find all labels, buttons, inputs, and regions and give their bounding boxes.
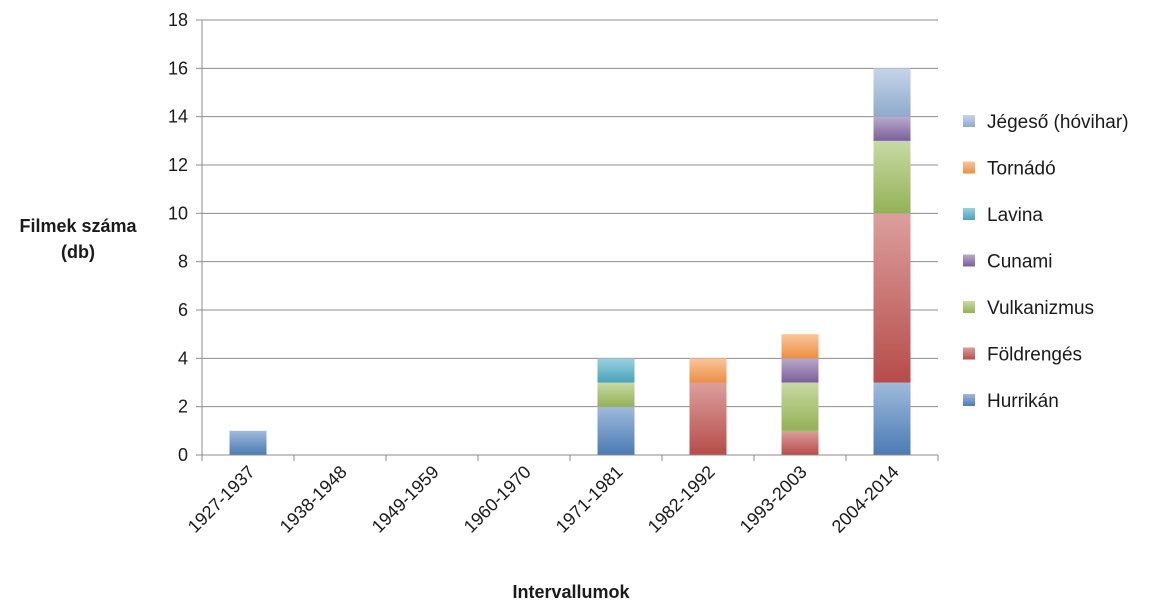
- legend-swatch-j-ges-h-vihar-: [963, 115, 975, 127]
- x-tick-labels: 1927-1937 1938-1948 1949-1959 1960-1970 1971…: [184, 462, 903, 537]
- y-tick-label-8: 8: [178, 252, 188, 272]
- bar-segment-1993-2003-f-ldreng-s: [781, 430, 819, 455]
- x-tick-label-1938-1948: 1938-1948: [276, 462, 351, 537]
- legend-label-vulkanizmus: Vulkanizmus: [987, 298, 1094, 319]
- legend-swatch-lavina: [963, 208, 975, 220]
- x-tick-label-1993-2003: 1993-2003: [736, 462, 811, 537]
- legend-swatch-cunami: [963, 254, 975, 267]
- bar-segment-2004-2014-vulkanizmus: [873, 140, 911, 214]
- bars: [229, 68, 911, 455]
- legend-swatch-torn-d-: [963, 161, 975, 174]
- legend: Jégeső (hóvihar) Tornádó Lavina Cunami Vulka…: [963, 112, 1129, 412]
- y-tick-label-4: 4: [178, 348, 188, 368]
- bar-segment-1993-2003-cunami: [781, 358, 819, 383]
- y-tick-label-0: 0: [178, 445, 188, 465]
- x-tick-label-1982-1992: 1982-1992: [644, 462, 719, 537]
- bar-segment-1982-1992-f-ldreng-s: [689, 382, 727, 455]
- x-axis-title: Intervallumok: [512, 582, 630, 602]
- y-tick-label-16: 16: [168, 58, 188, 78]
- legend-label-hurrik-n: Hurrikán: [987, 391, 1059, 412]
- legend-swatch-vulkanizmus: [963, 301, 975, 313]
- legend-label-torn-d-: Tornádó: [987, 159, 1056, 180]
- bar-segment-1971-1981-hurrik-n: [597, 406, 635, 455]
- legend-swatch-f-ldreng-s: [963, 347, 975, 360]
- y-axis-title: Filmek száma (db): [19, 216, 137, 262]
- bar-segment-1993-2003-vulkanizmus: [781, 382, 819, 431]
- bar-segment-2004-2014-j-ges-h-vihar-: [873, 68, 911, 117]
- x-tick-label-1960-1970: 1960-1970: [460, 462, 535, 537]
- bar-segment-1971-1981-lavina: [597, 358, 635, 383]
- legend-swatch-hurrik-n: [963, 394, 975, 406]
- bar-segment-2004-2014-cunami: [873, 116, 911, 141]
- x-tick-label-1971-1981: 1971-1981: [552, 462, 627, 537]
- x-tick-label-1927-1937: 1927-1937: [184, 462, 259, 537]
- grid-lines: [202, 19, 938, 408]
- y-tick-label-18: 18: [168, 10, 188, 30]
- x-tick-label-1949-1959: 1949-1959: [368, 462, 443, 537]
- legend-label-j-ges-h-vihar-: Jégeső (hóvihar): [987, 112, 1129, 133]
- y-tick-label-12: 12: [168, 155, 188, 175]
- bar-segment-1982-1992-torn-d-: [689, 358, 727, 383]
- bar-segment-1971-1981-vulkanizmus: [597, 382, 635, 407]
- axes: [196, 19, 939, 461]
- legend-label-f-ldreng-s: Földrengés: [987, 345, 1082, 366]
- y-tick-label-14: 14: [168, 107, 188, 127]
- y-tick-labels: 0 2 4 6 8 10 12 14 16 18: [168, 10, 188, 465]
- y-tick-label-6: 6: [178, 300, 188, 320]
- x-tick-label-2004-2014: 2004-2014: [828, 462, 903, 537]
- y-tick-label-10: 10: [168, 203, 188, 223]
- bar-segment-2004-2014-f-ldreng-s: [873, 213, 911, 383]
- legend-label-cunami: Cunami: [987, 252, 1052, 273]
- bar-segment-1927-1937-hurrik-n: [229, 430, 267, 455]
- bar-segment-2004-2014-hurrik-n: [873, 382, 911, 455]
- legend-label-lavina: Lavina: [987, 205, 1043, 226]
- y-tick-label-2: 2: [178, 397, 188, 417]
- bar-segment-1993-2003-torn-d-: [781, 334, 819, 359]
- y-axis-title-line-2: (db): [61, 242, 95, 262]
- y-axis-title-line-1: Filmek száma: [19, 216, 137, 236]
